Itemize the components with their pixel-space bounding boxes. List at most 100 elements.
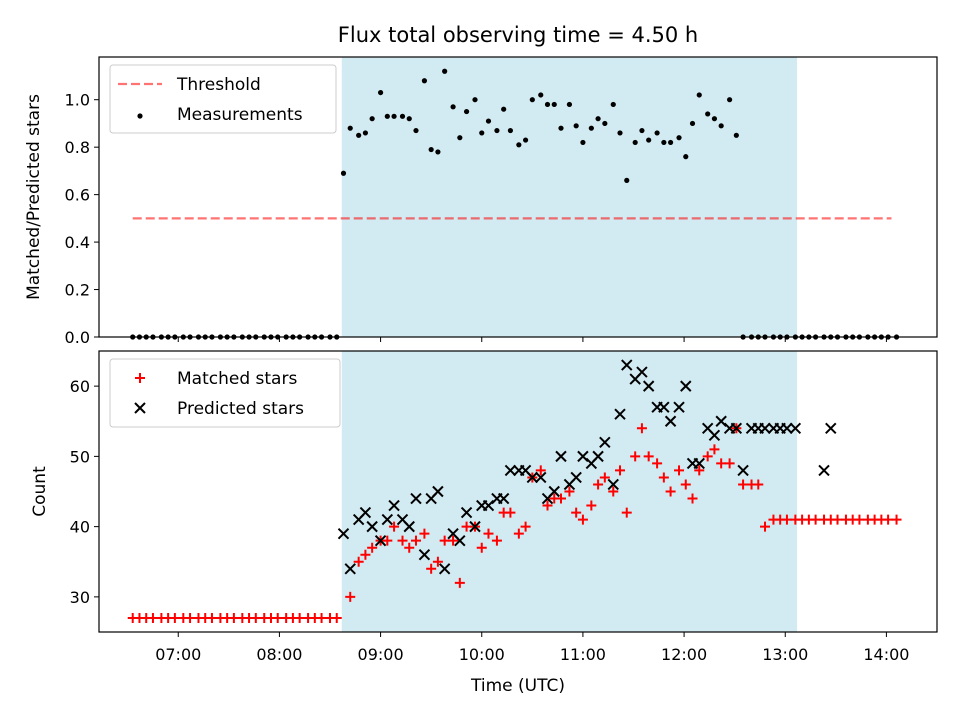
matched-star-point <box>636 423 647 434</box>
matched-star-point <box>228 612 239 623</box>
matched-star-point <box>680 479 691 490</box>
y-tick-label: 40 <box>70 518 90 537</box>
ratio-axis-ticks: 0.0 0.2 0.4 0.6 0.8 1.0 <box>65 91 887 347</box>
measurement-point <box>347 125 353 131</box>
measurement-point <box>369 116 375 122</box>
measurement-point <box>479 130 485 136</box>
count-panel: 30 40 50 60 07:00 08:00 09:00 10:00 11:00 12:00 13… <box>30 350 938 696</box>
matched-star-point <box>185 612 196 623</box>
predicted-star-point <box>789 422 802 434</box>
predicted-star-point <box>460 506 473 519</box>
matched-star-point <box>382 535 393 546</box>
matched-star-point <box>599 472 610 483</box>
predicted-star-point <box>607 478 619 491</box>
legend-label: Matched stars <box>177 369 297 389</box>
matched-star-point <box>781 514 792 525</box>
matched-star-point <box>593 479 604 490</box>
matched-star-point <box>810 514 821 525</box>
x-tick-label: 10:00 <box>459 645 505 664</box>
predicted-star-point <box>693 457 705 470</box>
measurement-point <box>551 101 557 108</box>
matched-star-point <box>891 514 902 525</box>
predicted-star-point <box>388 499 400 512</box>
predicted-star-point <box>381 513 394 526</box>
chart-title: Flux total observing time = 4.50 h <box>338 23 698 47</box>
y-tick-label: 0.2 <box>65 281 90 300</box>
measurement-point <box>727 97 733 103</box>
predicted-star-point <box>664 415 677 427</box>
y-tick-label: 60 <box>70 377 90 396</box>
matched-star-point <box>643 451 654 462</box>
legend-label: Measurements <box>177 105 303 125</box>
measurement-point <box>384 113 390 119</box>
measurement-point <box>632 139 638 146</box>
measurement-point <box>485 118 492 124</box>
predicted-star-point <box>497 492 510 505</box>
matched-star-point <box>294 612 305 623</box>
matched-star-point <box>724 458 735 469</box>
count-y-axis-label: Count <box>30 466 50 517</box>
predicted-star-point <box>759 422 771 434</box>
measurement-point <box>689 120 696 127</box>
predicted-star-point <box>548 485 560 498</box>
predicted-star-point <box>636 366 648 378</box>
matched-star-point <box>674 465 685 476</box>
matched-star-point <box>520 521 531 532</box>
y-tick-label: 1.0 <box>65 91 90 110</box>
predicted-star-point <box>454 534 466 547</box>
predicted-star-point <box>658 401 670 413</box>
matched-star-point <box>397 535 408 546</box>
matched-star-point <box>630 451 641 462</box>
matched-star-point <box>586 500 597 511</box>
matched-star-point <box>702 451 713 462</box>
measurement-point <box>595 116 601 122</box>
measurement-point <box>602 120 608 127</box>
matched-star-point <box>272 612 283 623</box>
matched-star-point <box>147 612 158 623</box>
measurement-point <box>705 111 711 117</box>
legend-box <box>109 358 341 428</box>
measurement-point <box>617 130 623 136</box>
measurement-point <box>463 108 470 115</box>
measurement-point <box>696 92 702 98</box>
measurement-point <box>362 130 369 136</box>
predicted-star-point <box>344 563 356 575</box>
measurement-point <box>711 116 718 122</box>
matched-star-point <box>476 542 487 553</box>
measurement-point <box>610 101 616 108</box>
legend-label: Threshold <box>176 75 261 95</box>
predicted-star-point <box>359 506 372 519</box>
measurement-point <box>406 116 412 122</box>
measurement-point <box>558 125 564 131</box>
predicted-star-point <box>504 464 517 477</box>
predicted-star-point <box>614 408 626 420</box>
y-tick-label: 50 <box>70 447 90 466</box>
matched-star-point <box>419 528 430 539</box>
matched-star-point <box>169 612 180 623</box>
measurement-point <box>718 123 724 129</box>
matched-star-point <box>483 528 494 539</box>
predicted-star-point <box>374 534 387 547</box>
matched-star-point <box>854 514 865 525</box>
predicted-star-point <box>730 422 743 434</box>
measurement-point <box>588 125 594 131</box>
x-tick-label: 07:00 <box>155 645 201 664</box>
measurement-point <box>472 97 478 103</box>
matched-star-point <box>491 535 502 546</box>
measurement-point <box>356 132 362 138</box>
x-tick-label: 13:00 <box>762 645 808 664</box>
predicted-star-point <box>366 520 378 533</box>
predicted-star-point <box>621 359 633 371</box>
matched-star-point <box>353 556 364 567</box>
measurement-point <box>507 127 514 134</box>
matched-star-point <box>389 521 400 532</box>
matched-star-point <box>542 500 553 511</box>
measurement-point <box>683 154 689 160</box>
measurement-point <box>340 170 347 176</box>
matched-star-point <box>665 486 676 497</box>
predicted-star-point <box>708 429 721 442</box>
count-legend: Matched stars Predicted stars <box>109 358 341 428</box>
matched-star-point <box>410 535 421 546</box>
matched-star-point <box>652 458 663 469</box>
